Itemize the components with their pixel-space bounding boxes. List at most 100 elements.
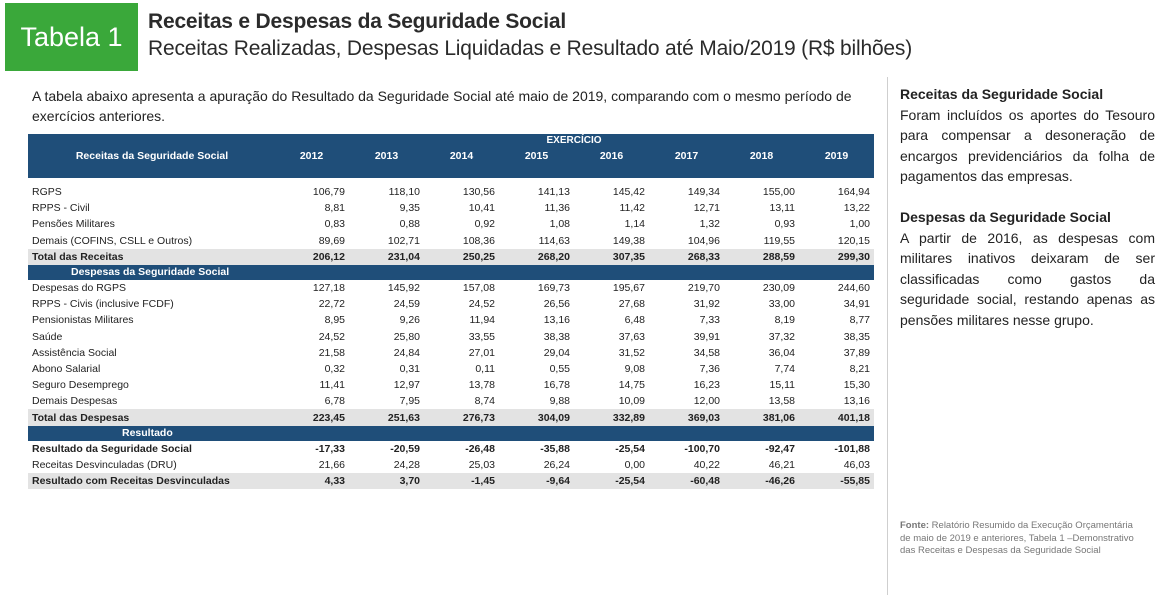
cell-value: 36,04	[768, 346, 795, 359]
header-label: Receitas da Seguridade Social	[28, 134, 274, 178]
cell-value: 26,56	[543, 298, 570, 311]
cell-value: 332,89	[574, 409, 649, 426]
cell-value: 307,35	[574, 248, 649, 265]
year-header-2014: 2014	[449, 150, 474, 162]
row-label: RPPS - Civil	[32, 202, 90, 215]
cell-value: 15,30	[843, 379, 870, 392]
cell-value: 37,89	[843, 346, 870, 359]
despesa-row: Despesas do RGPS 127,18 145,92 157,08 169,73…	[28, 280, 874, 296]
total-receitas-row: Total das Receitas 206,12 231,04 250,25 268,…	[28, 248, 874, 265]
column-divider	[887, 77, 888, 595]
despesa-row: Seguro Desemprego 11,41 12,97 13,78 16,78 14,…	[28, 377, 874, 393]
cell-value: 145,42	[612, 186, 645, 199]
cell-value: 37,63	[618, 330, 645, 343]
sidebar-despesas: Despesas da Seguridade Social A partir d…	[900, 207, 1155, 330]
cell-value: 268,20	[499, 248, 574, 265]
page-subtitle: Receitas Realizadas, Despesas Liquidadas…	[148, 37, 912, 60]
year-header-2019: 2019	[824, 150, 849, 162]
cell-value: 16,78	[543, 379, 570, 392]
table-body: Receitas da Seguridade Social EXERCÍCIO …	[28, 134, 874, 490]
cell-value: 15,11	[769, 379, 796, 392]
cell-value: 369,03	[649, 409, 724, 426]
cell-value: 195,67	[612, 282, 645, 295]
social-security-table: Receitas da Seguridade Social EXERCÍCIO …	[28, 134, 874, 490]
cell-value: 0,55	[549, 362, 570, 375]
cell-value: 0,93	[774, 218, 795, 231]
cell-value: 304,09	[499, 409, 574, 426]
cell-value: 3,70	[349, 473, 424, 490]
exercise-label: EXERCÍCIO	[546, 135, 602, 146]
source-note: Fonte: Relatório Resumido da Execução Or…	[900, 520, 1140, 558]
cell-value: 6,78	[324, 395, 345, 408]
row-label: Despesas do RGPS	[32, 282, 126, 295]
cell-value: 6,48	[624, 314, 645, 327]
cell-value: 13,58	[768, 395, 795, 408]
cell-value: 0,92	[474, 218, 495, 231]
cell-value: -55,85	[799, 473, 874, 490]
cell-value: 26,24	[543, 458, 570, 471]
receita-row: Pensões Militares 0,83 0,88 0,92 1,08 1,14 1,3…	[28, 216, 874, 232]
cell-value: 10,41	[468, 202, 495, 215]
resultado-section-header-label: Resultado	[28, 425, 874, 441]
cell-value: 24,28	[393, 458, 420, 471]
cell-value: 118,10	[388, 186, 420, 199]
cell-value: 0,32	[324, 362, 345, 375]
cell-value: 164,94	[837, 186, 870, 199]
cell-value: 46,03	[843, 458, 870, 471]
cell-value: 25,03	[468, 458, 495, 471]
cell-value: 108,36	[462, 234, 495, 247]
cell-value: 24,52	[468, 298, 495, 311]
cell-value: 8,81	[324, 202, 345, 215]
cell-value: 9,26	[399, 314, 420, 327]
cell-value: 244,60	[837, 282, 870, 295]
cell-value: 119,55	[763, 234, 795, 247]
cell-value: -26,48	[465, 442, 495, 455]
cell-value: 1,00	[849, 218, 870, 231]
cell-value: 0,83	[324, 218, 345, 231]
source-text: Relatório Resumido da Execução Orçamentá…	[900, 520, 1134, 556]
sidebar-receitas-text: Foram incluídos os aportes do Tesouro pa…	[900, 106, 1155, 185]
cell-value: 9,88	[549, 395, 570, 408]
cell-value: 38,35	[843, 330, 870, 343]
cell-value: 24,84	[393, 346, 420, 359]
cell-value: 13,11	[769, 202, 796, 215]
despesa-row: Abono Salarial 0,32 0,31 0,11 0,55 9,08 7,36 7,…	[28, 361, 874, 377]
cell-value: -25,54	[574, 473, 649, 490]
cell-value: 12,00	[693, 395, 720, 408]
cell-value: 24,59	[393, 298, 420, 311]
cell-value: 0,88	[399, 218, 420, 231]
cell-value: 13,78	[468, 379, 495, 392]
cell-value: 9,35	[399, 202, 420, 215]
cell-value: 39,91	[693, 330, 720, 343]
year-header-2018: 2018	[749, 150, 774, 162]
despesa-row: Demais Despesas 6,78 7,95 8,74 9,88 10,09 12,0…	[28, 393, 874, 409]
cell-value: 288,59	[724, 248, 799, 265]
cell-value: 1,32	[699, 218, 720, 231]
row-label: Demais Despesas	[32, 395, 118, 408]
cell-value: 299,30	[799, 248, 874, 265]
cell-value: 31,52	[618, 346, 645, 359]
sidebar-despesas-text: A partir de 2016, as despesas com milita…	[900, 229, 1155, 328]
cell-value: 9,08	[624, 362, 645, 375]
cell-value: 276,73	[424, 409, 499, 426]
row-label: Assistência Social	[32, 346, 117, 359]
cell-value: 0,11	[475, 362, 495, 375]
row-label: Resultado da Seguridade Social	[32, 442, 192, 455]
year-header-2013: 2013	[374, 150, 399, 162]
year-header-2012: 2012	[299, 150, 324, 162]
receita-row: RGPS 106,79 118,10 130,56 141,13 145,42 149,34…	[28, 184, 874, 200]
cell-value: 34,58	[693, 346, 720, 359]
cell-value: 7,33	[699, 314, 720, 327]
cell-value: 4,33	[274, 473, 349, 490]
cell-value: 10,09	[618, 395, 645, 408]
resultado-section-header: Resultado	[28, 425, 874, 441]
despesa-row: Saúde 24,52 25,80 33,55 38,38 37,63 39,91 37,32…	[28, 329, 874, 345]
cell-value: 33,55	[468, 330, 495, 343]
cell-value: 11,41	[319, 379, 346, 392]
resultado-row: Resultado com Receitas Desvinculadas 4,33…	[28, 473, 874, 490]
row-label: Saúde	[32, 330, 63, 343]
page-title: Receitas e Despesas da Seguridade Social	[148, 10, 567, 33]
cell-value: -92,47	[765, 442, 795, 455]
cell-value: -35,88	[540, 442, 570, 455]
cell-value: 104,96	[687, 234, 720, 247]
